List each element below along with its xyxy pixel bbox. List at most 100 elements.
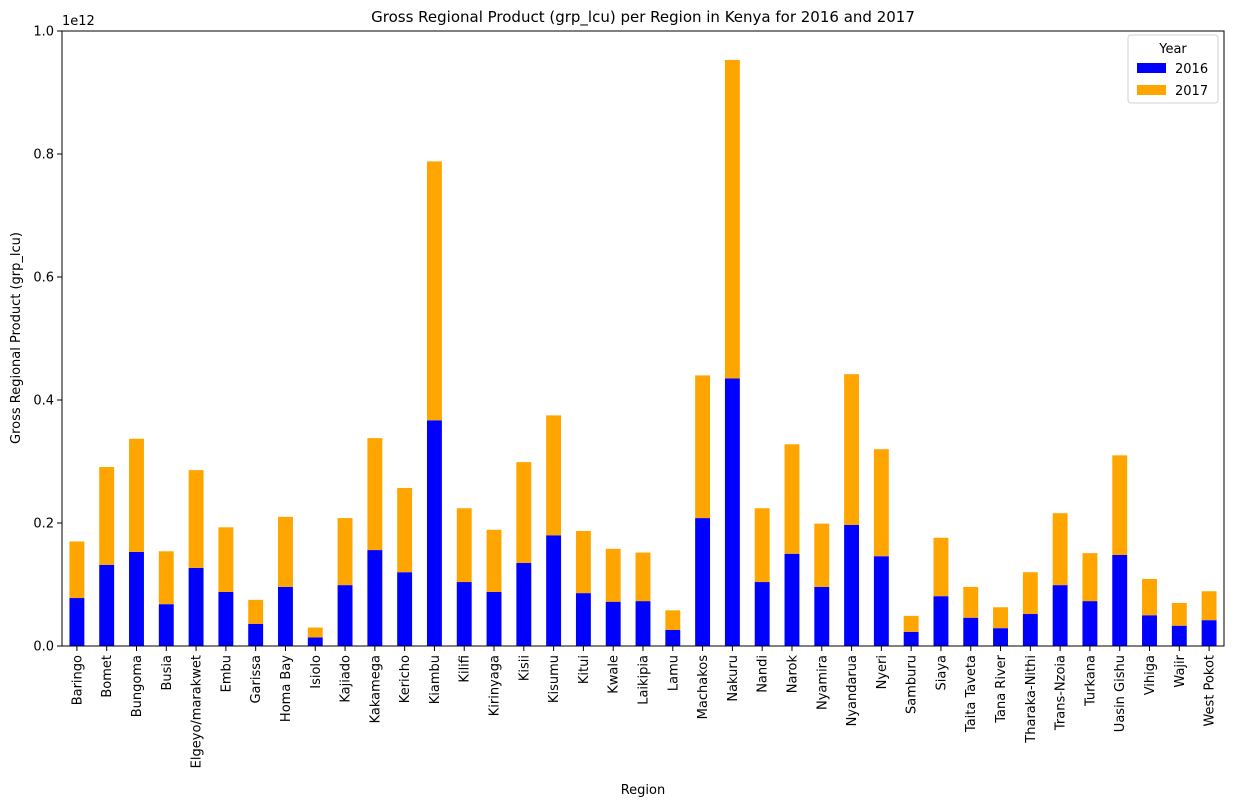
bar-nandi-2016: [754, 582, 770, 646]
bar-bomet-2017: [99, 467, 115, 565]
bar-isiolo-2016: [307, 637, 323, 646]
bar-baringo-2016: [69, 598, 85, 646]
bar-nyeri-2016: [873, 556, 889, 646]
bar-west-pokot-2016: [1201, 620, 1217, 646]
bar-nakuru-2017: [724, 59, 740, 379]
x-tick-label-kitui: Kitui: [577, 655, 592, 684]
bar-kakamega-2016: [367, 550, 383, 646]
bar-homa-bay-2017: [278, 516, 293, 587]
x-tick-label-kwale: Kwale: [607, 655, 622, 694]
x-tick-label-kiambu: Kiambu: [428, 655, 443, 704]
bar-kisii-2016: [516, 562, 532, 646]
bar-wajir-2016: [1171, 625, 1187, 646]
x-tick-label-wajir: Wajir: [1173, 654, 1188, 687]
bar-kitui-2017: [575, 531, 591, 594]
bar-kilifi-2016: [456, 582, 472, 646]
bar-tharaka-nithi-2017: [1022, 572, 1038, 615]
legend-swatch-2016: [1137, 63, 1166, 73]
y-axis-label: Gross Regional Product (grp_lcu): [9, 232, 24, 444]
x-tick-label-taita-taveta: Taita Taveta: [964, 655, 979, 733]
bar-elgeyo-marakwet-2016: [188, 567, 204, 646]
bar-nakuru-2016: [724, 378, 740, 646]
bar-tharaka-nithi-2016: [1022, 614, 1038, 646]
x-tick-label-kakamega: Kakamega: [368, 655, 383, 723]
x-tick-label-lamu: Lamu: [666, 655, 681, 691]
bar-garissa-2016: [248, 623, 264, 646]
x-tick-label-kericho: Kericho: [398, 655, 413, 703]
bar-tana-river-2016: [993, 628, 1008, 646]
bar-samburu-2016: [903, 631, 919, 646]
x-tick-label-bungoma: Bungoma: [130, 655, 145, 717]
bar-nyamira-2016: [814, 586, 830, 646]
chart-title: Gross Regional Product (grp_lcu) per Reg…: [371, 8, 915, 27]
x-tick-label-nakuru: Nakuru: [726, 655, 741, 702]
x-tick-label-tharaka-nithi: Tharaka-Nithi: [1024, 655, 1039, 744]
x-tick-label-trans-nzoia: Trans-Nzoia: [1054, 655, 1069, 731]
bar-samburu-2017: [903, 615, 919, 632]
y-tick-label: 0.4: [33, 394, 54, 409]
bar-trans-nzoia-2016: [1052, 585, 1068, 646]
bar-kajiado-2017: [337, 518, 353, 586]
x-tick-label-bomet: Bomet: [100, 655, 115, 698]
legend: Year 2016 2017: [1127, 34, 1219, 104]
bar-vihiga-2016: [1142, 615, 1157, 646]
y-tick-label: 0.6: [33, 271, 54, 286]
bar-kakamega-2017: [367, 438, 383, 551]
x-tick-label-west-pokot: West Pokot: [1203, 655, 1218, 727]
x-tick-label-homa-bay: Homa Bay: [279, 655, 294, 722]
x-tick-label-baringo: Baringo: [70, 655, 85, 705]
bars-layer: [69, 59, 1217, 646]
bar-elgeyo-marakwet-2017: [188, 470, 204, 568]
plot-frame: [61, 30, 1225, 647]
y-axis-ticks: 0.0 0.2 0.4 0.6 0.8 1.0: [33, 25, 62, 655]
bar-kajiado-2016: [337, 585, 353, 646]
x-tick-label-nyeri: Nyeri: [875, 655, 890, 689]
bar-kisumu-2016: [546, 535, 562, 646]
bar-narok-2016: [784, 553, 800, 646]
legend-label-2016: 2016: [1175, 62, 1208, 77]
bar-embu-2017: [218, 527, 234, 592]
bar-uasin-gishu-2017: [1112, 455, 1128, 555]
x-tick-label-tana-river: Tana River: [994, 654, 1009, 723]
y-axis-offset-label: 1e12: [62, 14, 95, 29]
bar-kiambu-2017: [426, 161, 442, 421]
bar-taita-taveta-2016: [963, 617, 979, 646]
bar-busia-2017: [158, 551, 174, 605]
bar-nandi-2017: [754, 508, 770, 583]
bar-vihiga-2017: [1142, 578, 1157, 616]
x-tick-label-kirinyaga: Kirinyaga: [488, 655, 503, 716]
bar-trans-nzoia-2017: [1052, 513, 1068, 586]
x-tick-label-nyamira: Nyamira: [815, 655, 830, 710]
x-tick-label-laikipia: Laikipia: [637, 655, 652, 705]
x-axis-ticks: Baringo Bomet Bungoma Busia Elgeyo/marakwet E…: [70, 646, 1218, 768]
bar-nyandarua-2017: [844, 374, 860, 525]
bar-siaya-2017: [933, 537, 949, 597]
x-tick-label-isiolo: Isiolo: [309, 655, 324, 689]
bar-kericho-2016: [397, 572, 413, 646]
bar-nyeri-2017: [873, 449, 889, 557]
x-tick-label-garissa: Garissa: [249, 655, 264, 704]
x-tick-label-machakos: Machakos: [696, 655, 711, 720]
bar-kirinyaga-2016: [486, 591, 502, 646]
bar-isiolo-2017: [307, 627, 323, 638]
bar-turkana-2017: [1082, 553, 1098, 602]
bar-bomet-2016: [99, 564, 115, 646]
bar-uasin-gishu-2016: [1112, 554, 1128, 646]
x-tick-label-kisumu: Kisumu: [547, 655, 562, 703]
bar-nyandarua-2016: [844, 524, 860, 646]
bar-taita-taveta-2017: [963, 586, 979, 618]
bar-kwale-2017: [605, 548, 621, 602]
bar-kwale-2016: [605, 601, 621, 646]
bar-lamu-2017: [665, 610, 681, 631]
bar-siaya-2016: [933, 596, 949, 646]
x-tick-label-siaya: Siaya: [934, 655, 949, 691]
bar-nyamira-2017: [814, 523, 830, 587]
bar-kisii-2017: [516, 462, 532, 563]
bar-baringo-2017: [69, 541, 85, 599]
bar-tana-river-2017: [993, 607, 1008, 629]
bar-kitui-2016: [575, 593, 591, 646]
bar-narok-2017: [784, 444, 800, 554]
x-tick-label-vihiga: Vihiga: [1143, 655, 1158, 695]
x-tick-label-nandi: Nandi: [756, 655, 771, 693]
